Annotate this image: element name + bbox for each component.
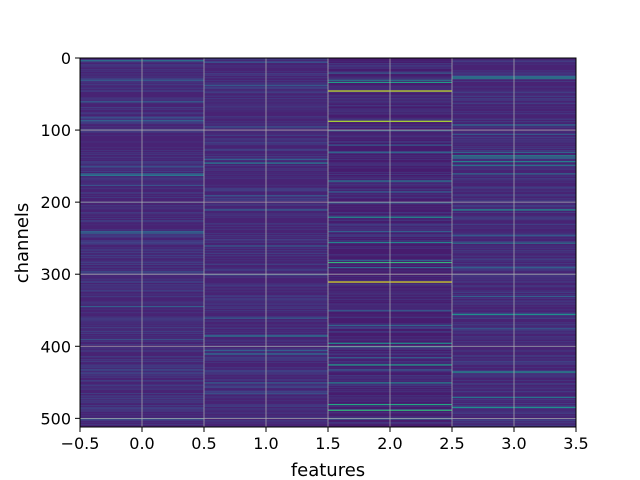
- y-axis-ticks: 0 100 200 300 400 500: [40, 49, 80, 428]
- x-tick-label: 0.0: [129, 434, 154, 453]
- x-axis-ticks: −0.5 0.0 0.5 1.0 1.5 2.0 2.5 3.0 3.5: [61, 427, 589, 453]
- x-tick-label: 2.5: [439, 434, 464, 453]
- y-tick-label: 0: [61, 49, 71, 68]
- y-axis-label: channels: [12, 203, 33, 284]
- y-tick-label: 400: [40, 337, 71, 356]
- x-tick-label: −0.5: [61, 434, 100, 453]
- x-tick-label: 1.5: [315, 434, 340, 453]
- x-tick-label: 2.0: [377, 434, 402, 453]
- x-tick-label: 1.0: [253, 434, 278, 453]
- plot-area: [79, 57, 577, 428]
- y-tick-label: 200: [40, 193, 71, 212]
- x-tick-label: 3.0: [501, 434, 526, 453]
- y-tick-label: 300: [40, 265, 71, 284]
- x-axis-label: features: [291, 460, 365, 480]
- x-tick-label: 3.5: [563, 434, 588, 453]
- y-tick-label: 100: [40, 121, 71, 140]
- x-tick-label: 0.5: [191, 434, 216, 453]
- y-tick-label: 500: [40, 409, 71, 428]
